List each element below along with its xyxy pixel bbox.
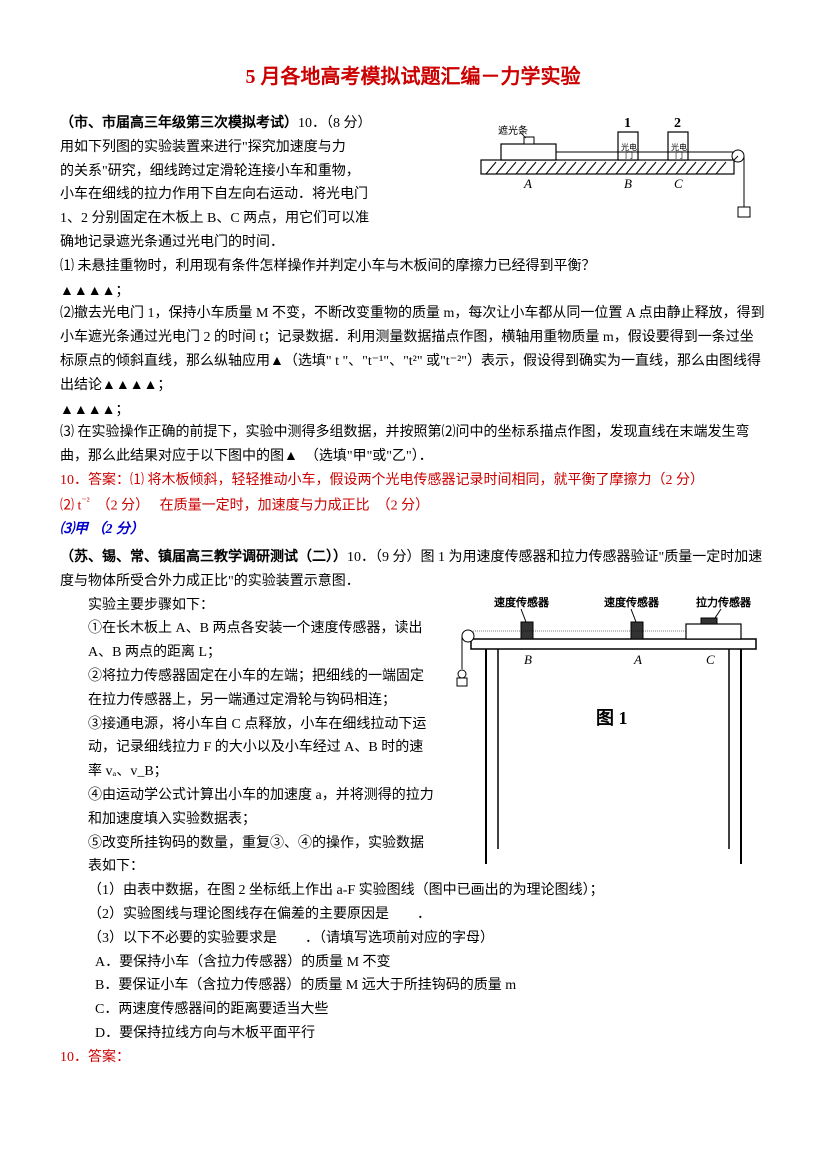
q2-p1: （1）由表中数据，在图 2 坐标纸上作出 a-F 实验图线（图中已画出的为理论图… bbox=[60, 879, 766, 903]
q1-intro-4: 1、2 分别固定在木板上 B、C 两点，用它们可以准 bbox=[60, 207, 466, 231]
fig1-label-C: C bbox=[674, 176, 683, 191]
q1-intro-5: 确地记录遮光条通过光电门的时间． bbox=[60, 231, 466, 255]
figure-2: 速度传感器 速度传感器 拉力传感器 bbox=[446, 594, 766, 874]
fig1-label-A: A bbox=[523, 176, 532, 191]
q1-ans1: ⑴ 将木板倾斜，轻轻推动小车，假设两个光电传感器记录时间相同，就平衡了摩擦力（2… bbox=[130, 473, 704, 488]
fig2-label-B: B bbox=[524, 652, 532, 667]
fig2-lali: 拉力传感器 bbox=[696, 595, 752, 609]
q2-s2: ②将拉力传感器固定在小车的左端；把细线的一端固定在拉力传感器上，另一端通过定滑轮… bbox=[88, 665, 436, 713]
q2-s1: ①在长木板上 A、B 两点各安装一个速度传感器，读出 A、B 两点的距离 L； bbox=[88, 617, 436, 665]
q2-answer-hdr: 10．答案： bbox=[60, 1046, 766, 1070]
fig1-num-2: 2 bbox=[674, 116, 681, 131]
q1-triangles-2: ▲▲▲▲； bbox=[60, 398, 766, 422]
fig2-caption: 图 1 bbox=[596, 708, 628, 728]
q1-answer-2: ⑵ t⁻² （2 分） 在质量一定时，加速度与力成正比 （2 分） bbox=[60, 493, 766, 518]
fig2-sudu-1: 速度传感器 bbox=[494, 595, 550, 609]
q2-s3: ③接通电源，将小车自 C 点释放，小车在细线拉动下运动，记录细线拉力 F 的大小… bbox=[88, 713, 436, 784]
q1-ans2c: （2 分） 在质量一定时，加速度与力成正比 （2 分） bbox=[90, 498, 430, 513]
page-title: 5 月各地高考模拟试题汇编－力学实验 bbox=[60, 60, 766, 94]
q2-header: （苏、锡、常、镇届高三教学调研测试（二）） bbox=[60, 550, 347, 565]
q2-optA: A．要保持小车（含拉力传感器）的质量 M 不变 bbox=[60, 951, 766, 975]
q1-answer: 10．答案：⑴ 将木板倾斜，轻轻推动小车，假设两个光电传感器记录时间相同，就平衡… bbox=[60, 469, 766, 493]
q1-p2: ⑵撤去光电门 1，保持小车质量 M 不变，不断改变重物的质量 m，每次让小车都从… bbox=[60, 302, 766, 397]
q1-intro-3: 小车在细线的拉力作用下自左向右运动．将光电门 bbox=[60, 183, 466, 207]
q1-num: 10．（8 分） bbox=[298, 116, 372, 131]
fig1-num-1: 1 bbox=[624, 116, 631, 131]
q2-p3: （3）以下不必要的实验要求是 ．（请填写选项前对应的字母） bbox=[60, 927, 766, 951]
q2-s4: ④由运动学公式计算出小车的加速度 a，并将测得的拉力和加速度填入实验数据表； bbox=[88, 784, 436, 832]
title-text: 5 月各地高考模拟试题汇编－力学实验 bbox=[246, 66, 581, 88]
q1-intro-2: 的关系"研究，细线跨过定滑轮连接小车和重物， bbox=[60, 160, 466, 184]
question-1: （市、市届高三年级第三次模拟考试）10．（8 分） 用如下列图的实验装置来进行"… bbox=[60, 112, 766, 542]
fig2-label-C: C bbox=[706, 652, 715, 667]
question-2: （苏、锡、常、镇届高三教学调研测试（二））10．（9 分）图 1 为用速度传感器… bbox=[60, 546, 766, 1070]
q2-p2: （2）实验图线与理论图线存在偏差的主要原因是 ． bbox=[60, 903, 766, 927]
fig2-sudu-2: 速度传感器 bbox=[604, 595, 660, 609]
q2-optB: B．要保证小车（含拉力传感器）的质量 M 远大于所挂钩码的质量 m bbox=[60, 974, 766, 998]
q1-p3: ⑶ 在实验操作正确的前提下，实验中测得多组数据，并按照第⑵问中的坐标系描点作图，… bbox=[60, 421, 766, 469]
q1-answer-3: ⑶甲 （2 分） bbox=[60, 518, 766, 542]
q2-optD: D．要保持拉线方向与木板平面平行 bbox=[60, 1022, 766, 1046]
q2-intro: 实验主要步骤如下： bbox=[88, 594, 436, 618]
figure-1: 遮光条 光电 门 1 光电 门 2 bbox=[476, 112, 766, 222]
q1-header: （市、市届高三年级第三次模拟考试） bbox=[60, 116, 298, 131]
q2-s5: ⑤改变所挂钩码的数量，重复③、④的操作，实验数据表如下： bbox=[88, 832, 436, 880]
q1-intro-1: 用如下列图的实验装置来进行"探究加速度与力 bbox=[60, 136, 466, 160]
q1-ans2a: ⑵ t bbox=[60, 498, 81, 513]
q1-ans2b: ⁻² bbox=[81, 496, 89, 507]
fig2-label-A: A bbox=[633, 652, 642, 667]
q1-triangles-1: ▲▲▲▲； bbox=[60, 279, 766, 303]
fig1-label-B: B bbox=[624, 176, 632, 191]
q1-p1: ⑴ 未悬挂重物时，利用现有条件怎样操作并判定小车与木板间的摩擦力已经得到平衡？ bbox=[60, 255, 766, 279]
q2-optC: C．两速度传感器间的距离要适当大些 bbox=[60, 998, 766, 1022]
q1-ans-hdr: 10．答案： bbox=[60, 473, 130, 488]
